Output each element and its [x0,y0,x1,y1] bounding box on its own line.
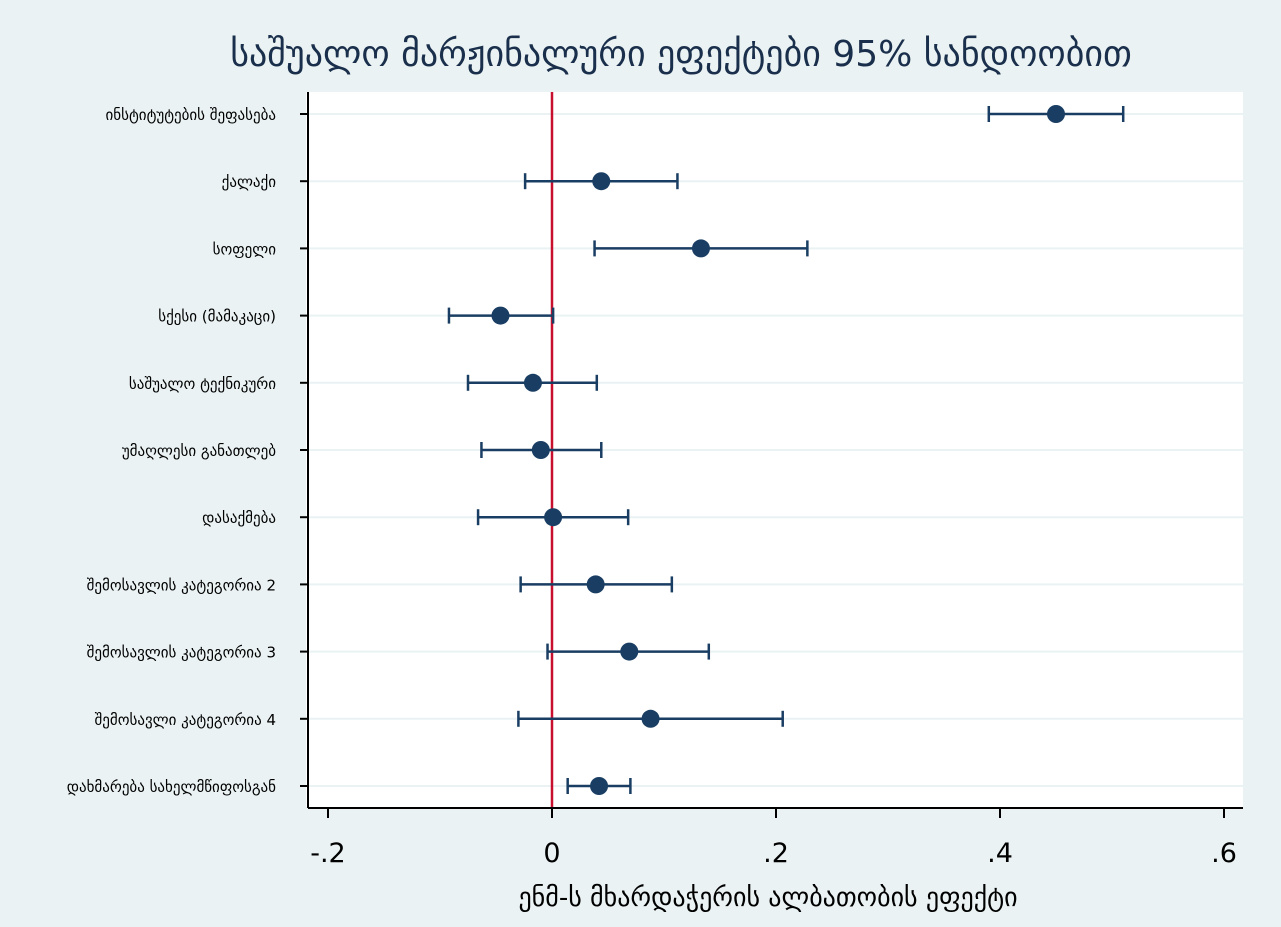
point-marker [590,777,609,795]
x-tick-label: 0 [543,838,560,869]
y-tick-label: სოფელი [213,240,277,258]
y-tick-label: შემოსავლი კატეგორია 4 [95,711,277,729]
point-marker [586,575,605,594]
y-tick-label: შემოსავლის კატეგორია 3 [87,644,276,662]
x-tick-label: .4 [987,838,1013,869]
point-marker [491,306,510,325]
point-marker [1047,105,1065,123]
x-axis-label: ენმ-ს მხარდაჭერის ალბათობის ეფექტი [518,883,1017,913]
x-tick-labels: -.2 0 .2 .4 .6 [310,838,1237,869]
y-tick-label: ინსტიტუტების შეფასება [106,106,276,124]
y-tick-label: შემოსავლის კატეგორია 2 [87,576,276,594]
point-marker [544,508,563,527]
point-marker [523,373,542,392]
x-tick-label: .6 [1211,838,1237,869]
x-tick-label: -.2 [310,838,346,869]
y-tick-label: დასაქმება [202,509,276,527]
y-tick-label: საშუალო ტექნიკური [129,375,276,393]
point-estimates [491,105,1065,795]
y-tick-label: ქალაქი [222,173,277,191]
y-tick-label: უმაღლესი განათლებ [122,442,276,460]
y-tick-label: დახმარება სახელმწიფოსგან [67,778,276,796]
y-tick-label: სქესი (მამაკაცი) [158,308,276,326]
axes [300,92,1243,818]
chart-title: საშუალო მარჟინალური ეფექტები 95% სანდოობ… [230,34,1132,75]
point-marker [531,441,550,459]
point-marker [620,642,639,661]
point-marker [592,172,611,191]
point-marker [691,239,710,258]
point-marker [641,709,660,728]
y-tick-labels: ინსტიტუტების შეფასება ქალაქი სოფელი სქესი (… [67,106,277,796]
x-tick-label: .2 [763,838,789,869]
